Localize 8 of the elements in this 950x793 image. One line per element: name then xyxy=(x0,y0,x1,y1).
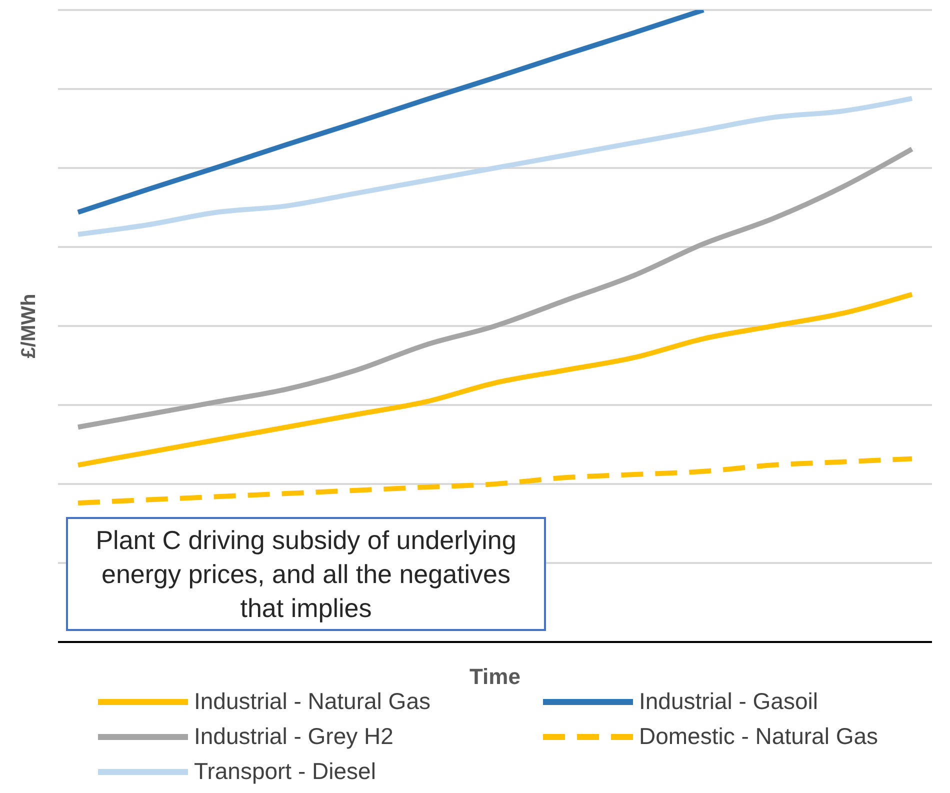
legend-label: Industrial - Natural Gas xyxy=(194,688,430,715)
legend-label: Transport - Diesel xyxy=(194,758,376,785)
y-axis-title: £/MWh xyxy=(18,294,40,358)
legend-label: Industrial - Gasoil xyxy=(639,688,818,715)
legend-label: Domestic - Natural Gas xyxy=(639,723,878,750)
x-axis-title: Time xyxy=(470,664,520,689)
legend-label: Industrial - Grey H2 xyxy=(194,723,394,750)
annotation: Plant C driving subsidy of underlying energy prices, and all the negatives that implies xyxy=(66,517,546,631)
